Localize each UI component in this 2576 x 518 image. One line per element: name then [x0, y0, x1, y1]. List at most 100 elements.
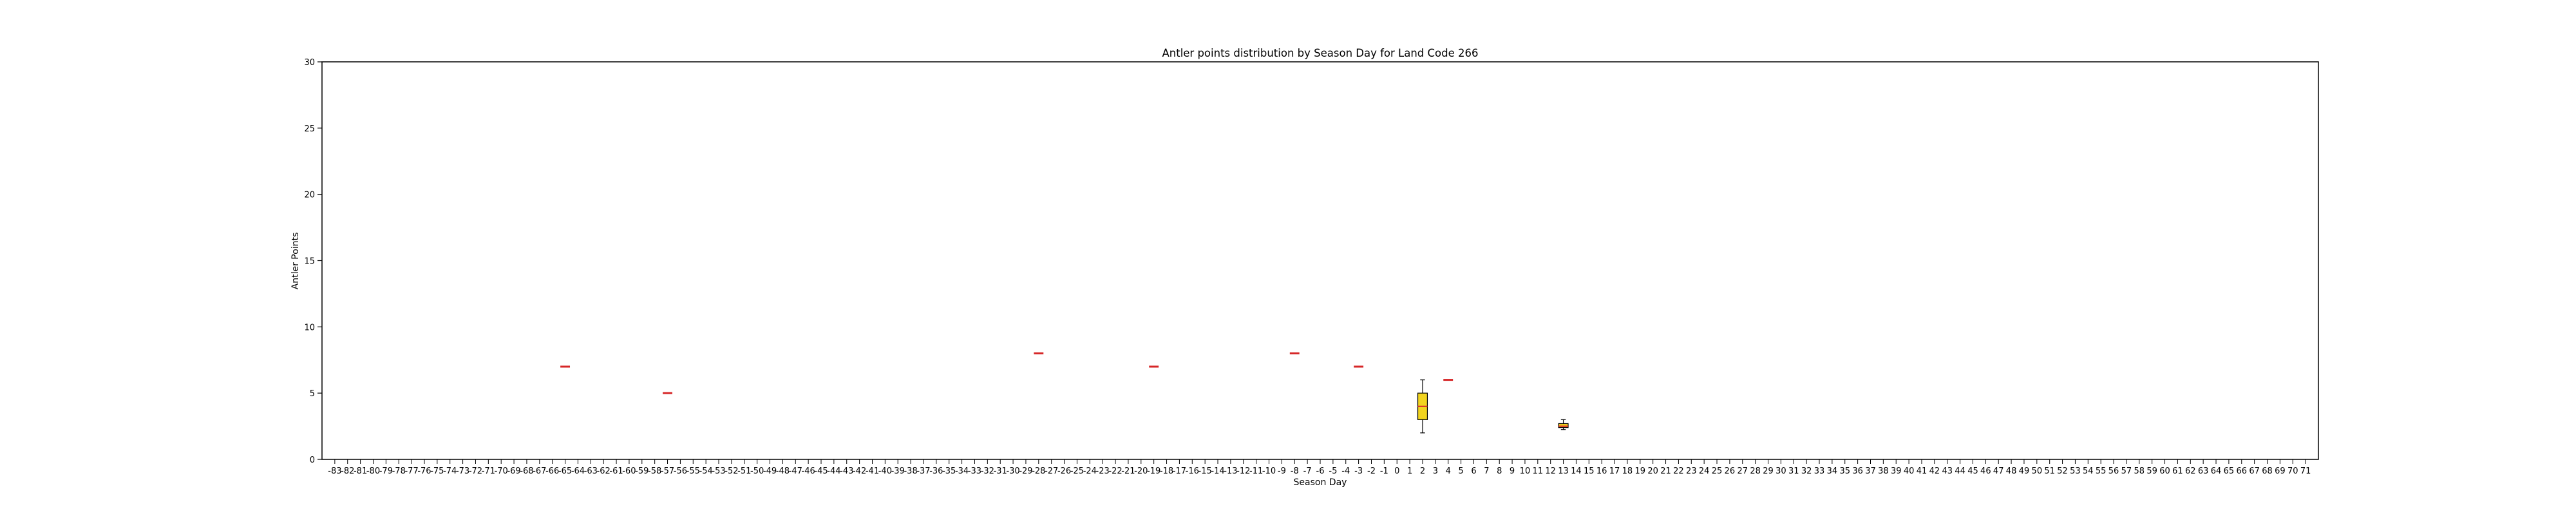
x-tick-label: 52 — [2057, 466, 2068, 476]
x-tick-label: 48 — [2006, 466, 2017, 476]
x-tick-label: -41 — [866, 466, 879, 476]
x-tick-label: -23 — [1096, 466, 1110, 476]
x-tick-label: -61 — [609, 466, 623, 476]
y-tick-label: 15 — [304, 257, 315, 267]
x-tick-label: 1 — [1407, 466, 1412, 476]
x-tick-label: -81 — [354, 466, 367, 476]
plot-area-frame — [321, 61, 2319, 460]
x-tick-label: -11 — [1249, 466, 1263, 476]
x-tick-label: 39 — [1891, 466, 1902, 476]
x-tick-label: -47 — [789, 466, 802, 476]
x-tick-label: -6 — [1316, 466, 1325, 476]
x-tick-label: -71 — [482, 466, 495, 476]
box-group — [1558, 419, 1569, 430]
x-tick-label: -5 — [1329, 466, 1337, 476]
x-tick-label: -56 — [674, 466, 687, 476]
x-tick-label: -31 — [994, 466, 1007, 476]
x-tick-label: -74 — [443, 466, 457, 476]
x-tick-label: 18 — [1622, 466, 1633, 476]
x-tick-label: -7 — [1303, 466, 1312, 476]
x-tick-label: 9 — [1510, 466, 1515, 476]
x-tick-label: 8 — [1497, 466, 1502, 476]
x-tick-label: -54 — [699, 466, 713, 476]
x-tick-label: 61 — [2172, 466, 2183, 476]
box-series — [560, 352, 1569, 434]
x-tick-label: -50 — [750, 466, 764, 476]
x-tick-label: 22 — [1673, 466, 1684, 476]
x-tick-label: -45 — [814, 466, 828, 476]
x-tick-label: -35 — [942, 466, 956, 476]
x-tick-label: 62 — [2185, 466, 2196, 476]
x-tick-label: -59 — [635, 466, 649, 476]
x-tick-label: 58 — [2134, 466, 2145, 476]
x-tick-label: 49 — [2019, 466, 2030, 476]
x-tick-label: -83 — [328, 466, 341, 476]
x-tick-label: 65 — [2224, 466, 2235, 476]
x-tick-label: -79 — [379, 466, 393, 476]
x-tick-label: 51 — [2044, 466, 2055, 476]
x-tick-label: 38 — [1878, 466, 1889, 476]
x-tick-label: -18 — [1160, 466, 1173, 476]
x-tick-label: 31 — [1788, 466, 1799, 476]
x-tick-label: -26 — [1057, 466, 1071, 476]
x-tick-label: -39 — [891, 466, 905, 476]
x-tick-label: 41 — [1917, 466, 1927, 476]
x-tick-label: -33 — [968, 466, 981, 476]
x-tick-label: 21 — [1660, 466, 1671, 476]
x-tick-label: -13 — [1224, 466, 1237, 476]
x-tick-label: 63 — [2198, 466, 2209, 476]
x-axis-ticks: -83-82-81-80-79-78-77-76-75-74-73-72-71-… — [328, 459, 2311, 476]
x-tick-label: 59 — [2146, 466, 2157, 476]
x-tick-label: 47 — [1993, 466, 2004, 476]
y-tick-label: 30 — [304, 58, 315, 68]
box-group — [1417, 379, 1428, 434]
x-tick-label: 36 — [1852, 466, 1863, 476]
chart-title: Antler points distribution by Season Day… — [1162, 47, 1478, 59]
x-tick-label: 64 — [2211, 466, 2222, 476]
x-tick-label: -55 — [687, 466, 700, 476]
x-tick-label: 25 — [1712, 466, 1723, 476]
x-tick-label: -3 — [1354, 466, 1363, 476]
x-tick-label: 54 — [2083, 466, 2094, 476]
x-tick-label: -60 — [622, 466, 636, 476]
x-tick-label: -80 — [366, 466, 380, 476]
x-tick-label: 55 — [2096, 466, 2107, 476]
x-tick-label: -16 — [1186, 466, 1199, 476]
x-tick-label: 12 — [1545, 466, 1556, 476]
x-tick-label: -2 — [1367, 466, 1376, 476]
y-tick-label: 10 — [304, 323, 315, 332]
x-tick-label: 5 — [1458, 466, 1463, 476]
x-tick-label: -14 — [1211, 466, 1224, 476]
x-tick-label: -49 — [763, 466, 777, 476]
x-tick-label: -10 — [1262, 466, 1276, 476]
x-tick-label: 3 — [1433, 466, 1438, 476]
x-tick-label: 28 — [1750, 466, 1761, 476]
x-tick-label: -58 — [648, 466, 661, 476]
x-tick-label: 24 — [1699, 466, 1710, 476]
x-tick-label: 71 — [2300, 466, 2311, 476]
x-tick-label: -30 — [1006, 466, 1019, 476]
x-tick-label: -20 — [1134, 466, 1148, 476]
x-tick-label: -65 — [558, 466, 572, 476]
x-tick-label: 29 — [1763, 466, 1774, 476]
x-tick-label: 34 — [1827, 466, 1838, 476]
x-tick-label: 35 — [1839, 466, 1850, 476]
y-axis-ticks: 0 5 10 15 20 25 30 — [304, 58, 322, 465]
x-tick-label: 37 — [1865, 466, 1876, 476]
x-tick-label: 53 — [2070, 466, 2081, 476]
y-axis-label: Antler Points — [290, 233, 301, 290]
x-tick-label: 15 — [1584, 466, 1595, 476]
x-tick-label: -76 — [417, 466, 431, 476]
x-tick-label: -69 — [507, 466, 520, 476]
x-tick-label: 23 — [1686, 466, 1697, 476]
x-tick-label: -53 — [712, 466, 725, 476]
x-tick-label: 50 — [2032, 466, 2043, 476]
x-tick-label: 67 — [2249, 466, 2260, 476]
x-tick-label: 7 — [1484, 466, 1489, 476]
x-tick-label: 68 — [2262, 466, 2273, 476]
x-tick-label: -32 — [981, 466, 994, 476]
x-tick-label: -67 — [533, 466, 546, 476]
x-tick-label: -77 — [404, 466, 418, 476]
x-tick-label: 13 — [1558, 466, 1569, 476]
x-tick-label: -37 — [916, 466, 930, 476]
